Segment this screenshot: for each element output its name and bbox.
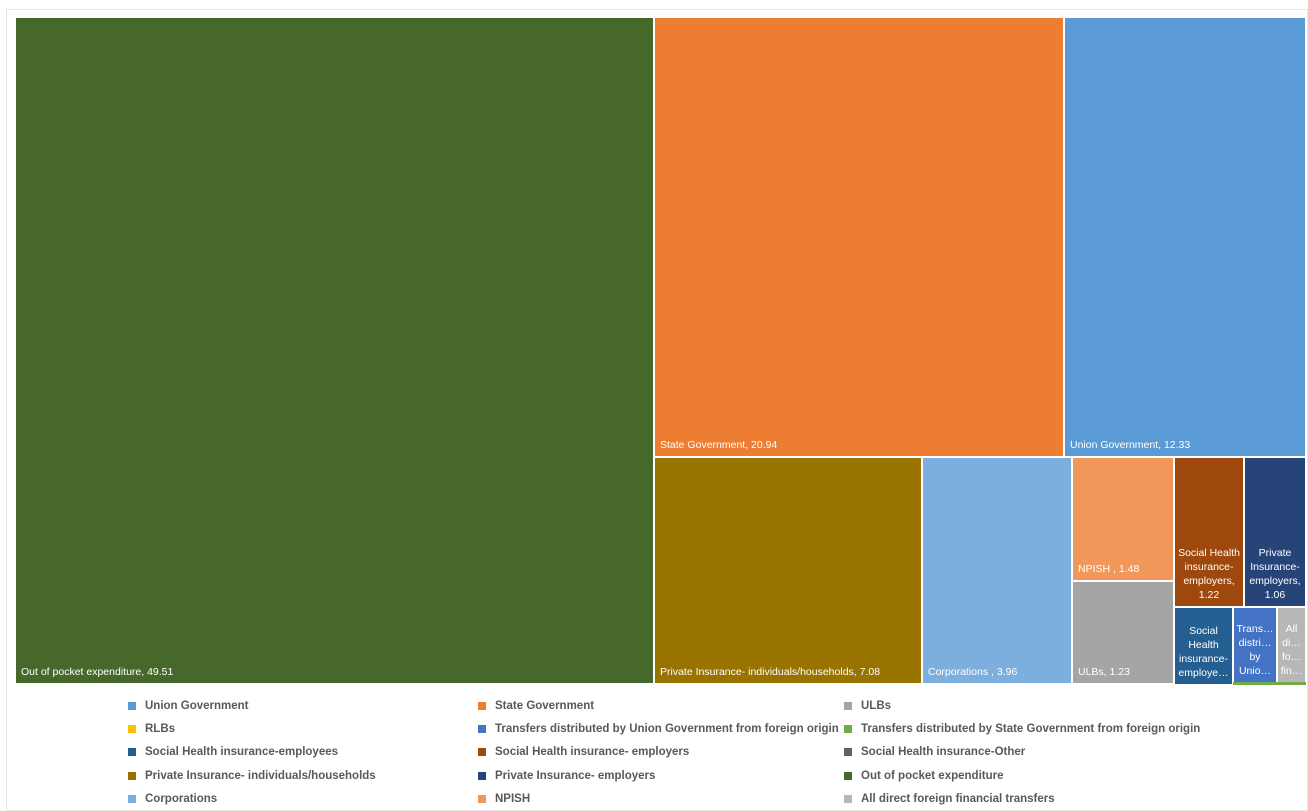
treemap-tile-npish: NPISH , 1.48	[1072, 457, 1174, 581]
treemap: Out of pocket expenditure, 49.51 State Go…	[15, 17, 1306, 685]
legend-label: Transfers distributed by State Governmen…	[861, 723, 1201, 736]
legend-item-transfers-distributed-by-union-government-from-foreign-origin: Transfers distributed by Union Governmen…	[478, 720, 839, 738]
treemap-label-corporations: Corporations , 3.96	[928, 666, 1018, 678]
legend-swatch	[844, 748, 852, 757]
treemap-label-ulbs: ULBs, 1.23	[1078, 666, 1130, 678]
legend-swatch	[844, 725, 852, 734]
legend-label: ULBs	[861, 700, 892, 712]
legend-label: Union Government	[145, 700, 249, 712]
legend-item-transfers-distributed-by-state-government-from-foreign-origin: Transfers distributed by State Governmen…	[844, 720, 1200, 738]
legend-item-state-government: State Government	[478, 697, 594, 715]
treemap-label-social-health-insurance-employers: Social Health insurance-employers, 1.22	[1178, 547, 1240, 601]
treemap-label-out-of-pocket-expenditure: Out of pocket expenditure, 49.51	[21, 666, 174, 678]
legend-label: NPISH	[495, 792, 531, 805]
legend-item-corporations: Corporations	[128, 790, 217, 808]
legend-swatch	[478, 771, 486, 780]
legend-swatch	[844, 702, 852, 710]
legend-item-social-health-insurance-other: Social Health insurance-Other	[844, 743, 1025, 761]
legend-label: Private Insurance- employers	[495, 769, 656, 782]
legend-label: Private Insurance- individuals/household…	[145, 769, 376, 782]
legend-swatch	[128, 725, 136, 734]
legend-swatch	[844, 771, 852, 780]
treemap-label-state-government: State Government, 20.94	[660, 439, 778, 451]
treemap-label-private-insurance-employers: Private Insurance-employers, 1.06	[1249, 547, 1301, 601]
legend-item-private-insurance-employers: Private Insurance- employers	[478, 767, 655, 785]
treemap-tile-private-insurance-employers: Private Insurance-employers, 1.06	[1244, 457, 1306, 607]
treemap-tile-ulbs: ULBs, 1.23	[1072, 581, 1174, 684]
legend-label: State Government	[495, 700, 595, 712]
treemap-tile-state-government: State Government, 20.94	[654, 17, 1064, 457]
legend-swatch	[478, 748, 486, 757]
treemap-tile-social-health-insurance-employers: Social Health insurance-employers, 1.22	[1174, 457, 1244, 607]
legend-item-all-direct-foreign-financial-transfers: All direct foreign financial transfers	[844, 790, 1055, 808]
treemap-tile-social-health-insurance-employees: Social Health insurance-employe…	[1174, 607, 1233, 685]
legend-swatch	[128, 748, 136, 757]
treemap-tile-out-of-pocket-expenditure: Out of pocket expenditure, 49.51	[15, 17, 654, 684]
legend-swatch	[844, 794, 852, 803]
treemap-label-npish: NPISH , 1.48	[1078, 563, 1140, 575]
legend-label: Transfers distributed by Union Governmen…	[495, 723, 839, 736]
legend-swatch	[478, 702, 486, 710]
treemap-tile-union-government: Union Government, 12.33	[1064, 17, 1306, 457]
treemap-tile-transfers-distributed-by-state-government-from-foreign-origin	[1233, 682, 1306, 685]
legend-label: All direct foreign financial transfers	[861, 792, 1055, 805]
legend-label: Social Health insurance- employers	[495, 746, 690, 759]
legend-item-out-of-pocket-expenditure: Out of pocket expenditure	[844, 767, 1004, 785]
legend-item-rlbs: RLBs	[128, 720, 175, 738]
treemap-label-transfers-distributed-by-union-government-from-foreign-origin: Trans… distri… by Unio…	[1236, 623, 1274, 677]
treemap-tile-transfers-distributed-by-union-government-from-foreign-origin: Trans… distri… by Unio…	[1233, 607, 1277, 683]
legend-swatch	[478, 794, 486, 803]
legend-swatch	[128, 702, 136, 710]
treemap-label-private-insurance-individuals-households: Private Insurance- individuals/household…	[660, 666, 881, 678]
legend-swatch	[128, 771, 136, 780]
legend-swatch	[128, 794, 136, 803]
legend-label: RLBs	[145, 723, 176, 736]
legend-label: Social Health insurance-Other	[861, 746, 1026, 759]
legend-item-ulbs: ULBs	[844, 697, 891, 715]
treemap-label-social-health-insurance-employees: Social Health insurance-employe…	[1178, 625, 1229, 679]
legend-item-social-health-insurance-employees: Social Health insurance-employees	[128, 743, 338, 761]
legend-item-social-health-insurance-employers: Social Health insurance- employers	[478, 743, 689, 761]
legend-label: Corporations	[145, 792, 218, 805]
legend-swatch	[478, 725, 486, 734]
treemap-tile-private-insurance-individuals-households: Private Insurance- individuals/household…	[654, 457, 922, 684]
legend: Union Government State Government ULBs RLBs…	[128, 697, 1298, 807]
legend-label: Social Health insurance-employees	[145, 746, 339, 759]
legend-item-private-insurance-individuals-households: Private Insurance- individuals/household…	[128, 767, 376, 785]
treemap-label-union-government: Union Government, 12.33	[1070, 439, 1191, 451]
treemap-tile-all-direct-foreign-financial-transfers: All di… fo… fin…	[1277, 607, 1306, 683]
treemap-label-all-direct-foreign-financial-transfers: All di… fo… fin…	[1280, 623, 1303, 677]
legend-item-union-government: Union Government	[128, 697, 249, 715]
legend-item-npish: NPISH	[478, 790, 530, 808]
legend-label: Out of pocket expenditure	[861, 769, 1004, 782]
treemap-tile-corporations: Corporations , 3.96	[922, 457, 1072, 684]
